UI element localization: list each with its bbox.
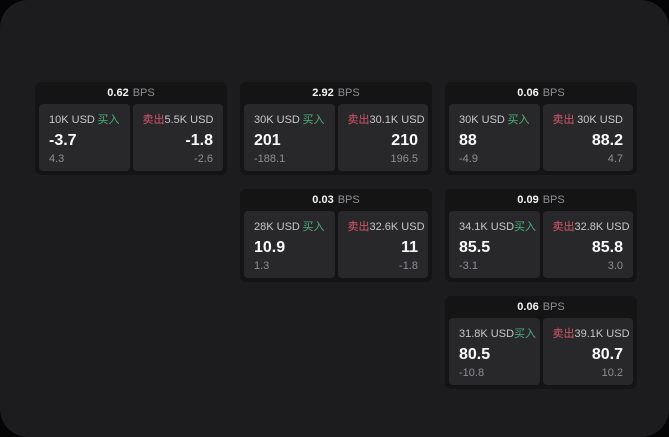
- buy-price: 201: [254, 131, 281, 149]
- buy-pane[interactable]: 28K USD 买入 10.9 1.3: [244, 211, 335, 278]
- pane-row: 34.1K USD 买入 85.5 -3.1 卖出 32.8K USD 85.8…: [445, 211, 637, 282]
- sell-secondary-value: 196.5: [390, 153, 418, 165]
- bps-value: 0.03: [312, 194, 334, 206]
- sell-price: 85.8: [591, 238, 623, 256]
- bps-unit: BPS: [337, 194, 360, 206]
- bps-unit: BPS: [132, 87, 155, 99]
- bps-unit: BPS: [542, 301, 565, 313]
- quote-card: 0.62 BPS 10K USD 买入 -3.7 4.3 卖出 5.5K USD: [35, 82, 227, 175]
- sell-pane[interactable]: 卖出 32.6K USD 11 -1.8: [337, 211, 428, 278]
- sell-secondary-value: 3.0: [607, 260, 623, 272]
- buy-secondary-value: -10.8: [459, 367, 485, 379]
- buy-price: -3.7: [49, 131, 77, 149]
- buy-amount: 30K USD: [459, 114, 505, 126]
- buy-amount: 34.1K USD: [459, 221, 515, 233]
- sell-amount: 39.1K USD: [574, 328, 630, 340]
- quote-card-grid: 0.62 BPS 10K USD 买入 -3.7 4.3 卖出 5.5K USD: [35, 82, 637, 389]
- card-header: 0.06 BPS: [445, 82, 637, 104]
- sell-side-label: 卖出: [552, 328, 575, 340]
- bps-unit: BPS: [542, 194, 565, 206]
- sell-amount: 5.5K USD: [164, 114, 214, 126]
- sell-pane[interactable]: 卖出 30K USD 88.2 4.7: [542, 104, 633, 171]
- sell-pane[interactable]: 卖出 5.5K USD -1.8 -2.6: [132, 104, 223, 171]
- sell-side-label: 卖出: [347, 221, 370, 233]
- buy-secondary-value: -188.1: [254, 153, 286, 165]
- sell-amount: 32.6K USD: [369, 221, 425, 233]
- quote-card: 0.03 BPS 28K USD 买入 10.9 1.3 卖出 32.6K US…: [240, 189, 432, 282]
- pane-row: 31.8K USD 买入 80.5 -10.8 卖出 39.1K USD 80.…: [445, 318, 637, 389]
- buy-secondary-value: -4.9: [459, 153, 478, 165]
- buy-secondary-value: 1.3: [254, 260, 270, 272]
- buy-price: 85.5: [459, 238, 491, 256]
- pane-row: 30K USD 买入 201 -188.1 卖出 30.1K USD 210 1…: [240, 104, 432, 175]
- buy-side-label: 买入: [514, 221, 537, 233]
- buy-amount: 31.8K USD: [459, 328, 515, 340]
- buy-price: 88: [459, 131, 477, 149]
- sell-secondary-value: -2.6: [194, 153, 213, 165]
- buy-pane[interactable]: 30K USD 买入 201 -188.1: [244, 104, 335, 171]
- sell-pane[interactable]: 卖出 30.1K USD 210 196.5: [337, 104, 428, 171]
- buy-side-label: 买入: [302, 221, 325, 233]
- buy-pane[interactable]: 34.1K USD 买入 85.5 -3.1: [449, 211, 540, 278]
- buy-side-label: 买入: [302, 114, 325, 126]
- quote-card: 2.92 BPS 30K USD 买入 201 -188.1 卖出 30.1K …: [240, 82, 432, 175]
- pane-row: 28K USD 买入 10.9 1.3 卖出 32.6K USD 11 -1.8: [240, 211, 432, 282]
- sell-price: 11: [401, 238, 418, 256]
- card-header: 0.09 BPS: [445, 189, 637, 211]
- sell-pane[interactable]: 卖出 39.1K USD 80.7 10.2: [542, 318, 633, 385]
- buy-side-label: 买入: [97, 114, 120, 126]
- buy-price: 10.9: [254, 238, 286, 256]
- pane-row: 30K USD 买入 88 -4.9 卖出 30K USD 88.2 4.7: [445, 104, 637, 175]
- buy-secondary-value: -3.1: [459, 260, 478, 272]
- sell-secondary-value: 4.7: [607, 153, 623, 165]
- sell-price: -1.8: [185, 131, 213, 149]
- buy-pane[interactable]: 10K USD 买入 -3.7 4.3: [39, 104, 130, 171]
- sell-price: 88.2: [591, 131, 623, 149]
- buy-pane[interactable]: 30K USD 买入 88 -4.9: [449, 104, 540, 171]
- sell-secondary-value: 10.2: [601, 367, 623, 379]
- pane-row: 10K USD 买入 -3.7 4.3 卖出 5.5K USD -1.8 -2.…: [35, 104, 227, 175]
- sell-amount: 30K USD: [577, 114, 623, 126]
- sell-side-label: 卖出: [142, 114, 165, 126]
- card-header: 0.06 BPS: [445, 296, 637, 318]
- card-header: 2.92 BPS: [240, 82, 432, 104]
- sell-pane[interactable]: 卖出 32.8K USD 85.8 3.0: [542, 211, 633, 278]
- buy-side-label: 买入: [514, 328, 537, 340]
- sell-side-label: 卖出: [552, 221, 575, 233]
- sell-side-label: 卖出: [552, 114, 575, 126]
- buy-amount: 30K USD: [254, 114, 300, 126]
- buy-pane[interactable]: 31.8K USD 买入 80.5 -10.8: [449, 318, 540, 385]
- quote-card: 0.06 BPS 31.8K USD 买入 80.5 -10.8 卖出 39.1…: [445, 296, 637, 389]
- buy-amount: 10K USD: [49, 114, 95, 126]
- sell-price: 80.7: [591, 345, 623, 363]
- buy-price: 80.5: [459, 345, 491, 363]
- card-header: 0.03 BPS: [240, 189, 432, 211]
- card-header: 0.62 BPS: [35, 82, 227, 104]
- quote-card: 0.06 BPS 30K USD 买入 88 -4.9 卖出 30K USD: [445, 82, 637, 175]
- sell-side-label: 卖出: [347, 114, 370, 126]
- bps-unit: BPS: [337, 87, 360, 99]
- bps-unit: BPS: [542, 87, 565, 99]
- buy-secondary-value: 4.3: [49, 153, 65, 165]
- bps-value: 0.06: [517, 301, 539, 313]
- sell-price: 210: [391, 131, 418, 149]
- bps-value: 0.09: [517, 194, 539, 206]
- bps-value: 0.62: [107, 87, 129, 99]
- bps-value: 0.06: [517, 87, 539, 99]
- buy-side-label: 买入: [507, 114, 530, 126]
- sell-amount: 32.8K USD: [574, 221, 630, 233]
- sell-amount: 30.1K USD: [369, 114, 425, 126]
- bps-value: 2.92: [312, 87, 334, 99]
- buy-amount: 28K USD: [254, 221, 300, 233]
- quote-card: 0.09 BPS 34.1K USD 买入 85.5 -3.1 卖出 32.8K…: [445, 189, 637, 282]
- sell-secondary-value: -1.8: [399, 260, 418, 272]
